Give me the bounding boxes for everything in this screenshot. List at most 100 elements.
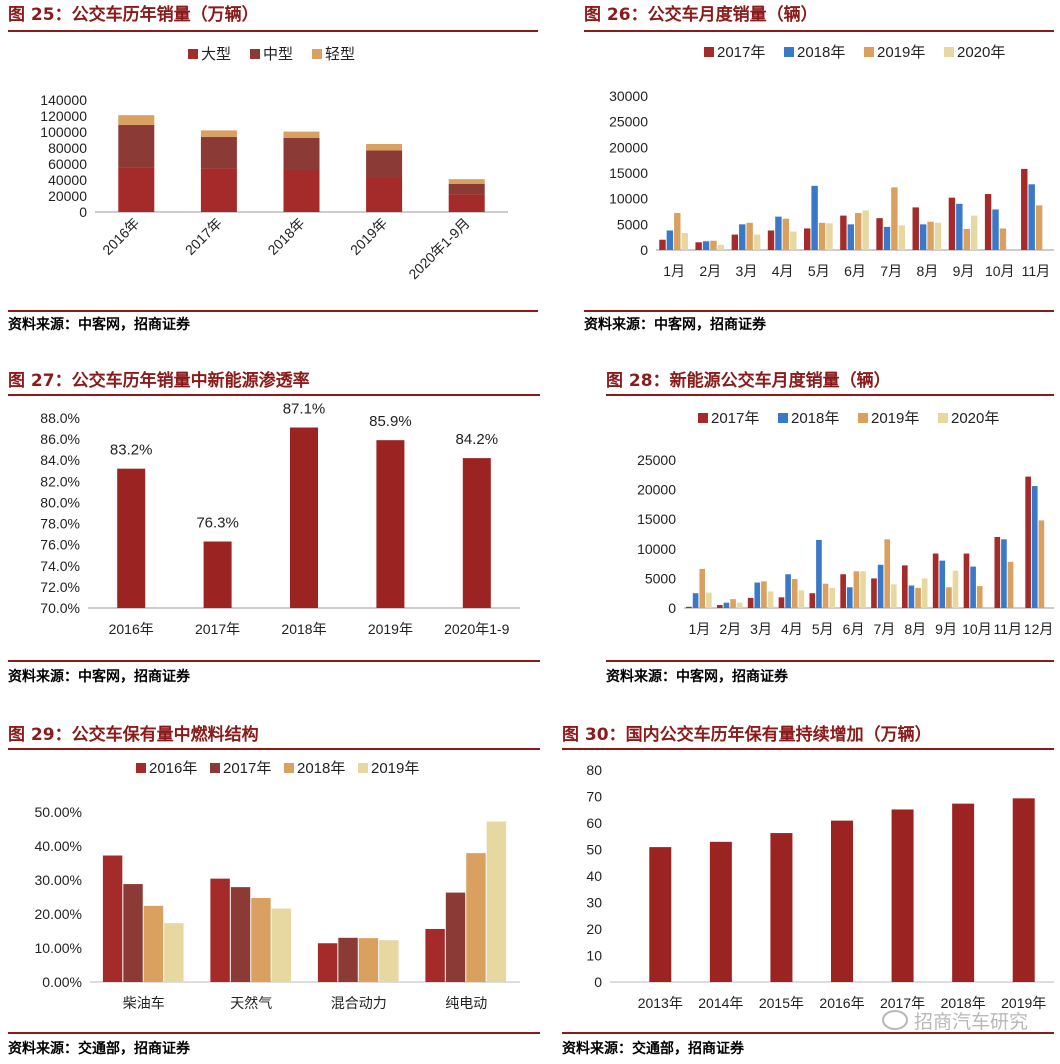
- y-tick-label: 5000: [645, 570, 676, 586]
- x-tick-label: 3月: [750, 621, 772, 637]
- legend-swatch: [250, 49, 260, 59]
- x-tick-label: 2013年: [638, 995, 683, 1011]
- bar: [317, 943, 338, 982]
- legend-label: 2017年: [223, 760, 271, 777]
- bar: [901, 565, 908, 608]
- bar: [1007, 561, 1014, 608]
- bar: [1031, 486, 1038, 608]
- chart-title: 图 29：公交车保有量中燃料结构: [8, 725, 259, 745]
- y-tick-label: 0: [79, 204, 87, 220]
- chart-panel-26: 图 26：公交车月度销量（辆） 0 5000 10000 15000 20000 2500…: [584, 4, 1054, 334]
- legend-swatch: [704, 47, 714, 57]
- legend-label: 2020年: [951, 410, 999, 427]
- bar: [716, 605, 723, 608]
- bar: [706, 592, 712, 608]
- bar: [963, 228, 970, 250]
- x-tick-label: 2017年: [195, 621, 240, 637]
- x-tick-label: 2019年: [347, 215, 390, 258]
- bar: [932, 553, 939, 608]
- bar: [798, 590, 805, 608]
- y-tick-label: 74.0%: [40, 558, 80, 574]
- bar: [486, 821, 507, 982]
- x-tick-label: 2018年: [281, 621, 326, 637]
- x-tick-label: 4月: [772, 263, 794, 279]
- bar: [448, 179, 485, 184]
- title-rule: [8, 30, 538, 32]
- x-tick-label: 10月: [962, 621, 992, 637]
- x-tick-label: 2016年: [99, 215, 142, 258]
- bar: [767, 591, 774, 608]
- bar: [778, 597, 785, 608]
- bar: [1012, 798, 1035, 982]
- y-tick-label: 84.0%: [40, 452, 80, 468]
- bar: [283, 170, 320, 212]
- x-tick-label: 混合动力: [331, 995, 387, 1011]
- y-tick-label: 0: [668, 600, 676, 616]
- bar: [730, 599, 736, 608]
- bar: [200, 168, 237, 212]
- bar: [853, 571, 860, 608]
- bar: [1035, 205, 1043, 250]
- x-tick-label: 2014年: [698, 995, 743, 1011]
- x-tick-label: 2月: [719, 621, 741, 637]
- bar: [118, 115, 155, 125]
- legend-label: 2017年: [717, 44, 765, 61]
- bar: [884, 539, 891, 608]
- bar: [283, 138, 320, 170]
- x-tick-label: 9月: [935, 621, 957, 637]
- bar: [358, 938, 379, 982]
- legend-swatch: [864, 47, 874, 57]
- bar: [891, 187, 898, 250]
- bar: [723, 602, 730, 608]
- bottom-rule: [8, 310, 538, 312]
- data-label: 83.2%: [110, 442, 153, 459]
- bar: [1001, 539, 1007, 608]
- bar: [746, 222, 753, 250]
- source-note: 资料来源：交通部，招商证券: [562, 1041, 744, 1057]
- y-tick-label: 140000: [40, 92, 87, 108]
- legend-label: 2017年: [711, 410, 759, 427]
- bar: [200, 136, 237, 169]
- x-tick-label: 2020年1-9: [444, 621, 510, 637]
- bar: [290, 427, 318, 608]
- bar: [118, 124, 155, 168]
- bar: [230, 887, 251, 982]
- source-note: 资料来源：中客网，招商证券: [606, 669, 788, 685]
- bar: [102, 855, 123, 982]
- bar: [659, 239, 666, 250]
- bar: [818, 222, 826, 250]
- bar: [699, 568, 706, 608]
- source-note: 资料来源：交通部，招商证券: [8, 1041, 190, 1057]
- y-tick-label: 10000: [609, 191, 648, 207]
- title-rule: [8, 394, 540, 396]
- bar: [826, 223, 833, 250]
- chart-title: 图 27：公交车历年销量中新能源渗透率: [8, 371, 310, 391]
- bar: [761, 581, 767, 608]
- chart-panel-27: 图 27：公交车历年销量中新能源渗透率 70.0% 72.0% 74.0% 76.0%…: [8, 370, 540, 690]
- y-tick-label: 30: [586, 895, 602, 911]
- bar: [1028, 184, 1035, 250]
- bar: [739, 224, 746, 250]
- bar: [927, 221, 934, 250]
- title-rule: [8, 748, 540, 750]
- data-label: 84.2%: [456, 431, 499, 448]
- bar: [717, 244, 725, 250]
- y-tick-label: 10: [586, 948, 602, 964]
- bar: [283, 131, 320, 138]
- bar: [952, 570, 959, 608]
- bar: [803, 228, 811, 250]
- y-tick-label: 0: [594, 974, 602, 990]
- legend-swatch: [188, 49, 198, 59]
- x-tick-label: 3月: [736, 263, 758, 279]
- y-tick-label: 50: [586, 842, 602, 858]
- legend-label: 2018年: [797, 44, 845, 61]
- x-tick-label: 5月: [808, 263, 830, 279]
- chart-panel-30: 图 30：国内公交车历年保有量持续增加（万辆） 0 10 20 30 40 50 60 70 8…: [562, 724, 1054, 1064]
- bar: [775, 216, 782, 250]
- x-tick-label: 2017年: [182, 215, 225, 258]
- bottom-rule: [562, 1032, 1054, 1034]
- x-tick-label: 2月: [699, 263, 721, 279]
- bottom-rule: [606, 660, 1054, 662]
- legend-swatch: [358, 763, 368, 773]
- bar: [271, 908, 292, 982]
